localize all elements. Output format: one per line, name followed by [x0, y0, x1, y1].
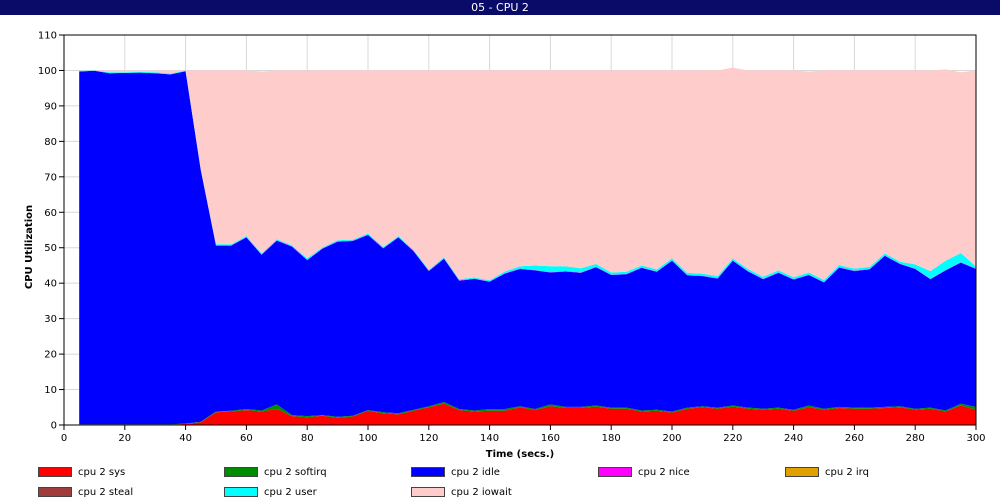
legend: cpu 2 sys cpu 2 softirq cpu 2 idle cpu 2 ni…	[0, 462, 1000, 504]
x-tick-label: 120	[419, 433, 438, 444]
legend-item-cpu-2-nice: cpu 2 nice	[598, 466, 690, 480]
x-tick-label: 80	[301, 433, 314, 444]
legend-swatch	[785, 467, 819, 477]
y-tick-label: 50	[44, 243, 57, 254]
legend-label: cpu 2 user	[264, 487, 317, 498]
x-tick-label: 300	[966, 433, 985, 444]
legend-item-cpu-2-sys: cpu 2 sys	[38, 466, 125, 480]
legend-label: cpu 2 sys	[78, 467, 126, 478]
legend-label: cpu 2 steal	[78, 487, 134, 498]
axes: 0 10 20 30 40 50 60 70 80 90 100 110 0 20 40 60 80 100 120…	[38, 31, 986, 445]
legend-label: cpu 2 iowait	[451, 487, 512, 498]
legend-swatch	[224, 487, 258, 497]
y-tick-label: 20	[44, 350, 57, 361]
y-tick-label: 40	[44, 279, 57, 290]
cpu-chart: 0 10 20 30 40 50 60 70 80 90 100 110 0 20 40 60 80 100 120…	[24, 31, 986, 461]
legend-item-cpu-2-softirq: cpu 2 softirq	[224, 466, 327, 480]
y-tick-label: 80	[44, 137, 57, 148]
x-tick-label: 20	[118, 433, 131, 444]
x-axis-label: Time (secs.)	[486, 449, 555, 460]
y-tick-label: 110	[38, 31, 57, 42]
y-tick-label: 0	[51, 421, 57, 432]
legend-item-cpu-2-steal: cpu 2 steal	[38, 486, 133, 500]
series-areas	[79, 67, 976, 425]
legend-item-cpu-2-irq: cpu 2 irq	[785, 466, 869, 480]
area-cpu-2-idle	[79, 70, 976, 425]
x-tick-label: 260	[845, 433, 864, 444]
legend-swatch	[598, 467, 632, 477]
legend-label: cpu 2 irq	[825, 467, 869, 478]
x-tick-label: 100	[358, 433, 377, 444]
x-tick-label: 280	[906, 433, 925, 444]
x-tick-label: 140	[480, 433, 499, 444]
x-tick-label: 220	[723, 433, 742, 444]
y-tick-label: 30	[44, 314, 57, 325]
x-tick-label: 0	[61, 433, 67, 444]
legend-swatch	[224, 467, 258, 477]
x-tick-label: 240	[784, 433, 803, 444]
y-tick-label: 90	[44, 101, 57, 112]
x-tick-label: 60	[240, 433, 253, 444]
x-tick-label: 180	[602, 433, 621, 444]
legend-swatch	[411, 487, 445, 497]
y-tick-label: 70	[44, 172, 57, 183]
plot-border	[63, 34, 977, 426]
legend-item-cpu-2-user: cpu 2 user	[224, 486, 317, 500]
y-axis-label: CPU Utilization	[24, 205, 35, 289]
area-cpu-2-sys	[79, 403, 976, 425]
y-tick-label: 60	[44, 208, 57, 219]
legend-swatch	[411, 467, 445, 477]
legend-swatch	[38, 467, 72, 477]
x-tick-label: 200	[662, 433, 681, 444]
legend-label: cpu 2 idle	[451, 467, 500, 478]
y-tick-label: 10	[44, 385, 57, 396]
legend-label: cpu 2 nice	[638, 467, 690, 478]
x-tick-label: 160	[541, 433, 560, 444]
window-title: 05 - CPU 2	[0, 0, 1000, 15]
legend-item-cpu-2-idle: cpu 2 idle	[411, 466, 500, 480]
legend-label: cpu 2 softirq	[264, 467, 327, 478]
y-tick-label: 100	[38, 66, 57, 77]
area-cpu-2-iowait	[79, 67, 976, 281]
x-tick-label: 40	[179, 433, 192, 444]
legend-item-cpu-2-iowait: cpu 2 iowait	[411, 486, 512, 500]
legend-swatch	[38, 487, 72, 497]
